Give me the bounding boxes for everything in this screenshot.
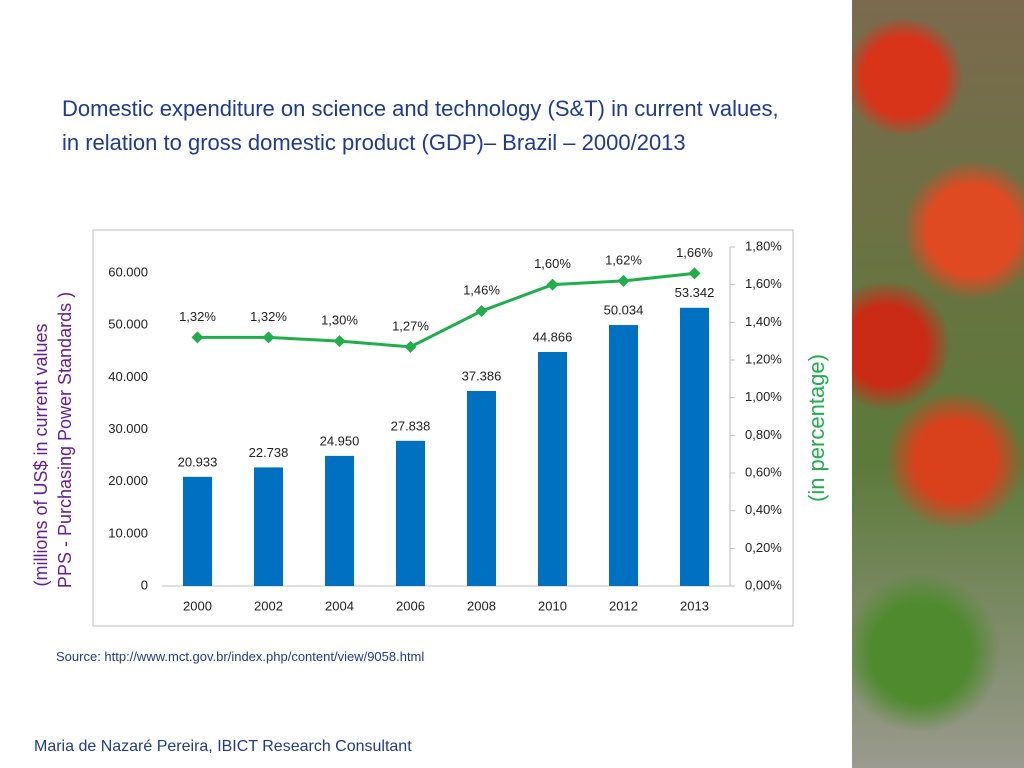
y-axis-label: PPS - Purchasing Power Standards ) <box>55 292 75 588</box>
data-label: 1,62% <box>605 252 642 267</box>
bar <box>538 352 567 586</box>
y2-tick-label: 0,20% <box>745 540 782 555</box>
y2-tick-label: 0,40% <box>745 502 782 517</box>
y2-tick-label: 0,60% <box>745 464 782 479</box>
y-tick-label: 0 <box>141 577 148 592</box>
data-label: 24.950 <box>320 433 360 448</box>
marker <box>404 340 417 353</box>
bar <box>254 467 283 586</box>
y2-tick-label: 0,80% <box>745 427 782 442</box>
x-tick-label: 2004 <box>325 598 354 613</box>
marker <box>546 278 559 291</box>
x-tick-label: 2006 <box>396 598 425 613</box>
marker <box>262 331 275 344</box>
marker <box>475 305 488 318</box>
footer: Maria de Nazaré Pereira, IBICT Research … <box>34 738 412 755</box>
bar <box>609 325 638 586</box>
y-tick-label: 60.000 <box>108 265 148 280</box>
y-tick-label: 20.000 <box>108 473 148 488</box>
y-tick-label: 30.000 <box>108 421 148 436</box>
data-label: 20.933 <box>178 454 218 469</box>
data-label: 1,27% <box>392 318 429 333</box>
marker <box>617 274 630 287</box>
x-tick-label: 2012 <box>609 598 638 613</box>
bar <box>467 391 496 586</box>
photo <box>852 0 1024 768</box>
x-tick-label: 2010 <box>538 598 567 613</box>
chart: (millions of US$ in current values PPS -… <box>31 229 829 627</box>
source: Source: http://www.mct.gov.br/index.php/… <box>56 649 425 664</box>
marker <box>688 267 701 280</box>
data-label: 1,32% <box>250 309 287 324</box>
data-label: 1,30% <box>321 313 358 328</box>
y2-tick-label: 1,40% <box>745 314 782 329</box>
marker <box>191 331 204 344</box>
data-label: 1,32% <box>179 309 216 324</box>
y2-tick-label: 1,80% <box>745 238 782 253</box>
x-tick-label: 2008 <box>467 598 496 613</box>
data-label: 1,60% <box>534 256 571 271</box>
y2-axis-label: (in percentage) <box>804 354 829 502</box>
bar <box>325 455 354 586</box>
line <box>197 271 695 349</box>
data-label: 53.342 <box>675 285 715 300</box>
y-tick-label: 50.000 <box>108 317 148 332</box>
y2-tick-label: 1,20% <box>745 351 782 366</box>
data-label: 1,66% <box>676 245 713 260</box>
y-tick-label: 10.000 <box>108 525 148 540</box>
y2-tick-label: 1,00% <box>745 389 782 404</box>
x-tick-label: 2002 <box>254 598 283 613</box>
chart-frame <box>92 229 794 627</box>
slide-title: Domestic expenditure on science and tech… <box>62 96 779 155</box>
data-label: 27.838 <box>391 418 431 433</box>
data-label: 50.034 <box>604 302 644 317</box>
y2-tick-label: 1,60% <box>745 276 782 291</box>
data-label: 37.386 <box>462 368 502 383</box>
data-label: 22.738 <box>249 445 289 460</box>
data-label: 44.866 <box>533 329 573 344</box>
bar <box>680 307 709 586</box>
y-axis-label: (millions of US$ in current values <box>31 323 51 586</box>
y-tick-label: 40.000 <box>108 369 148 384</box>
bar <box>183 476 212 586</box>
marker <box>333 335 346 348</box>
bar <box>396 440 425 586</box>
x-tick-label: 2013 <box>680 598 709 613</box>
y2-tick-label: 0,00% <box>745 577 782 592</box>
x-tick-label: 2000 <box>183 598 212 613</box>
data-label: 1,46% <box>463 282 500 297</box>
